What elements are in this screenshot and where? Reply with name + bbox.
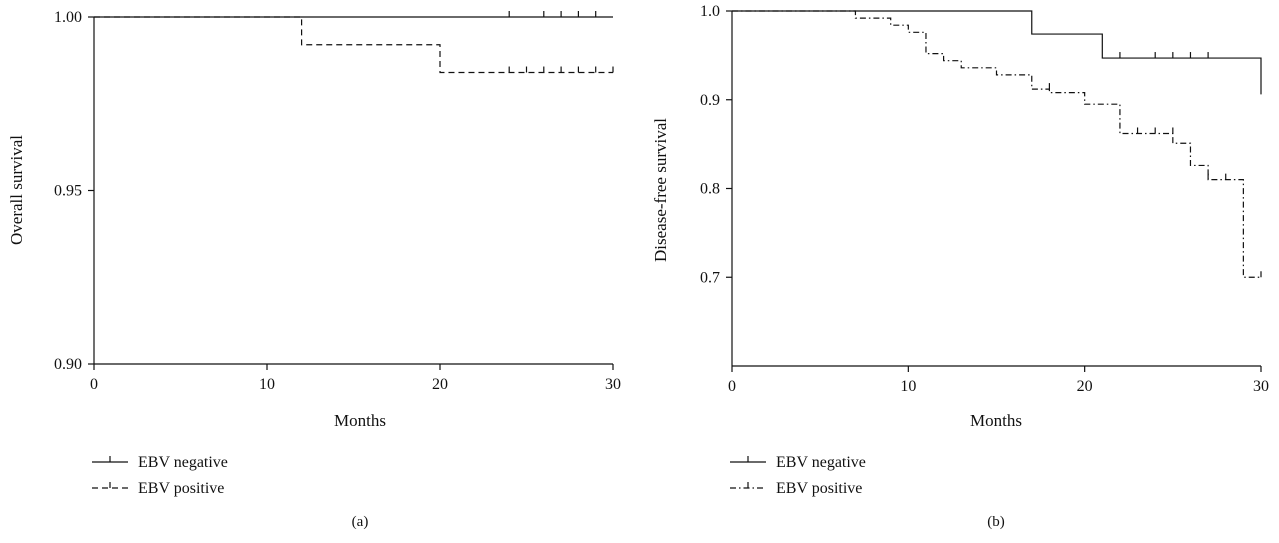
legend-a: EBV negative EBV positive [92,454,228,497]
y-tick-label-b: 0.9 [700,92,720,109]
y-tick-label-a: 0.90 [54,356,82,373]
x-tick-label-b: 30 [1253,378,1269,395]
x-tick-label-b: 0 [728,378,736,395]
panel-label-a: (a) [352,514,369,530]
y-tick-label-b: 0.7 [700,269,720,286]
y-axis-title-b: Disease-free survival [651,118,670,262]
x-axis-title-b: Months [970,411,1022,430]
x-tick-label-b: 10 [900,378,916,395]
y-tick-label-b: 1.0 [700,3,720,20]
y-tick-label-a: 0.95 [54,183,82,200]
legend-label-b-positive: EBV positive [776,480,862,497]
legend-label-a-negative: EBV negative [138,454,228,471]
legend-b: EBV negative EBV positive [730,454,866,497]
legend-label-a-positive: EBV positive [138,480,224,497]
y-tick-label-a: 1.00 [54,9,82,26]
legend-label-b-negative: EBV negative [776,454,866,471]
plot-area-a: 0 10 20 30 0.90 0.95 1.00 [54,9,621,393]
y-axis-title-a: Overall survival [7,135,26,245]
x-axis-title-a: Months [334,411,386,430]
y-tick-label-b: 0.8 [700,181,720,198]
x-tick-label-a: 30 [605,376,621,393]
x-tick-label-a: 0 [90,376,98,393]
x-tick-label-b: 20 [1077,378,1093,395]
series-line-b-positive [732,10,1261,278]
plot-area-b: 0 10 20 30 0.7 0.8 0.9 1.0 [700,3,1269,395]
x-tick-label-a: 10 [259,376,275,393]
series-line-a-positive [94,16,613,74]
panel-a-overall-survival: 0 10 20 30 0.90 0.95 1.00 Overall survival Mon… [7,9,621,530]
panel-label-b: (b) [987,514,1005,530]
panel-b-disease-free-survival: 0 10 20 30 0.7 0.8 0.9 1.0 Disease-free surviva… [651,3,1269,530]
series-line-b-negative [732,10,1262,95]
x-tick-label-a: 20 [432,376,448,393]
